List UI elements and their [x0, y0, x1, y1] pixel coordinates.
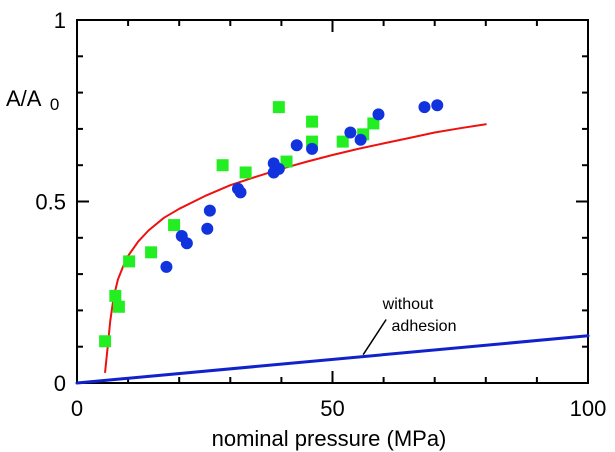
x-tick-label: 0: [71, 396, 83, 421]
square-point: [280, 155, 293, 168]
annotation-line-1: without: [382, 296, 434, 313]
x-tick-label: 50: [320, 396, 344, 421]
square-point: [99, 335, 112, 348]
circle-point: [354, 133, 367, 146]
square-point: [145, 246, 158, 259]
plot-border: [76, 19, 589, 384]
circle-point: [180, 237, 193, 250]
annotations: without adhesion: [362, 296, 457, 356]
square-point: [123, 255, 136, 268]
circle-point: [418, 101, 431, 114]
circle-point: [372, 108, 385, 121]
square-point: [367, 117, 380, 130]
square-point: [336, 135, 349, 148]
circle-point: [306, 142, 319, 155]
square-point: [168, 219, 181, 232]
no-adhesion-line: [75, 334, 590, 385]
annotation-pointer: [362, 319, 387, 356]
square-point: [112, 300, 125, 313]
y-tick-label: 0: [54, 371, 66, 396]
y-axis-title: A/A 0: [6, 86, 59, 114]
tick-marks: [76, 19, 589, 384]
circle-point: [272, 162, 285, 175]
annotation-line-2: adhesion: [392, 318, 457, 335]
y-axis-title-main: A/A: [6, 86, 42, 111]
plot-frame: [76, 19, 589, 384]
circle-point: [234, 186, 247, 199]
square-point: [272, 101, 285, 114]
square-point: [216, 159, 229, 172]
circle-point: [203, 204, 216, 217]
circle-point: [290, 139, 303, 152]
circle-point: [201, 222, 214, 235]
y-axis-title-subscript: 0: [50, 95, 59, 114]
x-axis-title: nominal pressure (MPa): [212, 426, 447, 451]
y-tick-label: 0.5: [35, 190, 66, 215]
circle-point: [431, 99, 444, 112]
circle-point: [344, 126, 357, 139]
square-point: [109, 289, 122, 302]
x-tick-label: 100: [570, 396, 607, 421]
square-point: [239, 166, 252, 179]
y-tick-label: 1: [54, 8, 66, 33]
circle-point: [160, 260, 173, 273]
series-markers: [99, 99, 444, 348]
square-point: [306, 115, 319, 128]
tick-labels: 0 50 100 0 0.5 1: [35, 8, 606, 421]
